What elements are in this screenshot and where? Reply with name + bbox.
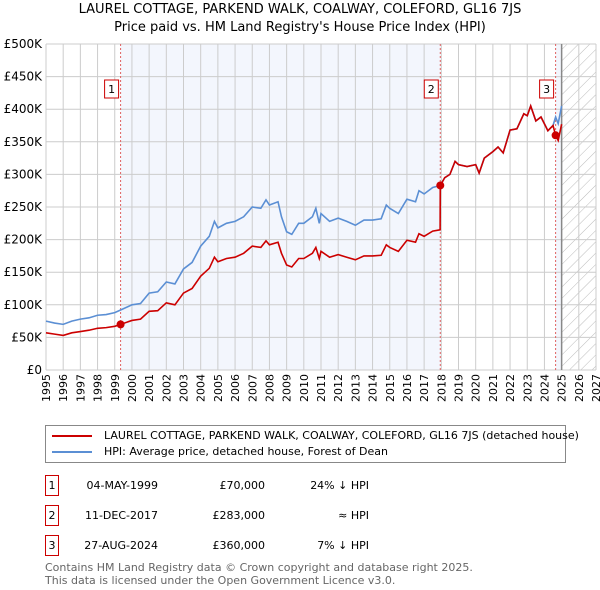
- footer-licence: This data is licensed under the Open Gov…: [45, 574, 396, 587]
- sale-date: 11-DEC-2017: [84, 509, 158, 522]
- sale-point: [436, 181, 445, 190]
- x-tick-label: 2004: [195, 374, 208, 402]
- y-tick-label: £300K: [4, 167, 44, 181]
- x-tick-label: 1997: [74, 374, 87, 402]
- sale-label-box: [423, 79, 439, 99]
- chart-legend: LAUREL COTTAGE, PARKEND WALK, COALWAY, C…: [45, 425, 579, 463]
- x-tick-label: 2008: [263, 374, 276, 402]
- y-tick-label: £100K: [4, 298, 44, 312]
- x-tick-label: 2025: [556, 374, 569, 402]
- sale-label: 2: [428, 83, 435, 96]
- sale-price: £283,000: [212, 509, 266, 522]
- x-tick-label: 2012: [332, 374, 345, 402]
- sale-marker: 1: [45, 475, 59, 496]
- x-tick-label: 2026: [573, 374, 586, 402]
- y-tick-label: £250K: [4, 200, 44, 214]
- sale-price: £360,000: [212, 539, 266, 552]
- sale-date: 04-MAY-1999: [86, 479, 158, 492]
- x-tick-label: 2027: [590, 374, 600, 402]
- chart-subtitle: Price paid vs. HM Land Registry's House …: [114, 20, 486, 35]
- x-tick-label: 2001: [143, 374, 156, 402]
- sale-marker: 2: [45, 505, 59, 526]
- y-tick-label: £200K: [4, 233, 44, 247]
- x-tick-label: 2009: [281, 374, 294, 402]
- sale-hpi-diff: 24% ↓ HPI: [310, 479, 369, 492]
- sale-row: 3 27-AUG-2024 £360,000 7% ↓ HPI: [45, 535, 369, 556]
- x-tick-label: 2011: [315, 374, 328, 402]
- x-tick-label: 2000: [126, 374, 139, 402]
- legend-property: LAUREL COTTAGE, PARKEND WALK, COALWAY, C…: [104, 429, 579, 442]
- x-tick-label: 1996: [57, 374, 70, 402]
- x-tick-label: 1999: [109, 374, 122, 402]
- sale-row: 2 11-DEC-2017 £283,000 ≈ HPI: [45, 505, 369, 526]
- legend-hpi: HPI: Average price, detached house, Fore…: [104, 445, 388, 458]
- x-tick-label: 2021: [487, 374, 500, 402]
- x-tick-label: 2024: [538, 374, 551, 402]
- y-tick-label: £150K: [4, 265, 44, 279]
- y-tick-label: £500K: [4, 37, 44, 51]
- x-tick-label: 2003: [178, 374, 191, 402]
- x-tick-label: 2015: [384, 374, 397, 402]
- y-tick-label: £450K: [4, 70, 44, 84]
- x-tick-label: 2010: [298, 374, 311, 402]
- sale-label-box: [539, 79, 555, 99]
- sale-date: 27-AUG-2024: [84, 539, 158, 552]
- x-tick-label: 2018: [435, 374, 448, 402]
- x-tick-label: 2017: [418, 374, 431, 402]
- hpi-line-swatch: [52, 451, 92, 453]
- sale-marker: 3: [45, 535, 59, 556]
- sale-hpi-diff: ≈ HPI: [338, 509, 369, 522]
- x-tick-label: 1998: [92, 374, 105, 402]
- price-paid-line: [45, 103, 563, 337]
- y-tick-label: £0: [27, 363, 42, 377]
- y-tick-label: £50K: [11, 330, 43, 344]
- x-tick-label: 2002: [160, 374, 173, 402]
- sale-label: 1: [108, 83, 115, 96]
- sale-price: £70,000: [219, 479, 266, 492]
- x-tick-label: 2005: [212, 374, 225, 402]
- chart-title: LAUREL COTTAGE, PARKEND WALK, COALWAY, C…: [78, 2, 522, 17]
- x-tick-label: 2014: [367, 374, 380, 402]
- footer-copyright: Contains HM Land Registry data © Crown c…: [45, 561, 473, 574]
- x-tick-label: 2023: [521, 374, 534, 402]
- x-tick-label: 2016: [401, 374, 414, 402]
- y-tick-label: £400K: [4, 102, 44, 116]
- x-tick-label: 2013: [349, 374, 362, 402]
- property-line-swatch: [52, 435, 92, 437]
- sale-point: [551, 131, 560, 140]
- x-tick-label: 2007: [246, 374, 259, 402]
- x-tick-label: 1995: [40, 374, 53, 402]
- y-tick-label: £350K: [4, 135, 44, 149]
- sale-label-box: [104, 79, 120, 99]
- sale-row: 1 04-MAY-1999 £70,000 24% ↓ HPI: [45, 475, 369, 496]
- sale-label: 3: [543, 83, 550, 96]
- x-tick-label: 2020: [470, 374, 483, 402]
- sale-hpi-diff: 7% ↓ HPI: [317, 539, 369, 552]
- x-tick-label: 2022: [504, 374, 517, 402]
- x-tick-label: 2019: [453, 374, 466, 402]
- x-tick-label: 2006: [229, 374, 242, 402]
- price-chart: 1995 1996 1997 1998 1999 2000 2001 2002 2003 2004…: [4, 37, 600, 402]
- sale-point: [116, 320, 125, 329]
